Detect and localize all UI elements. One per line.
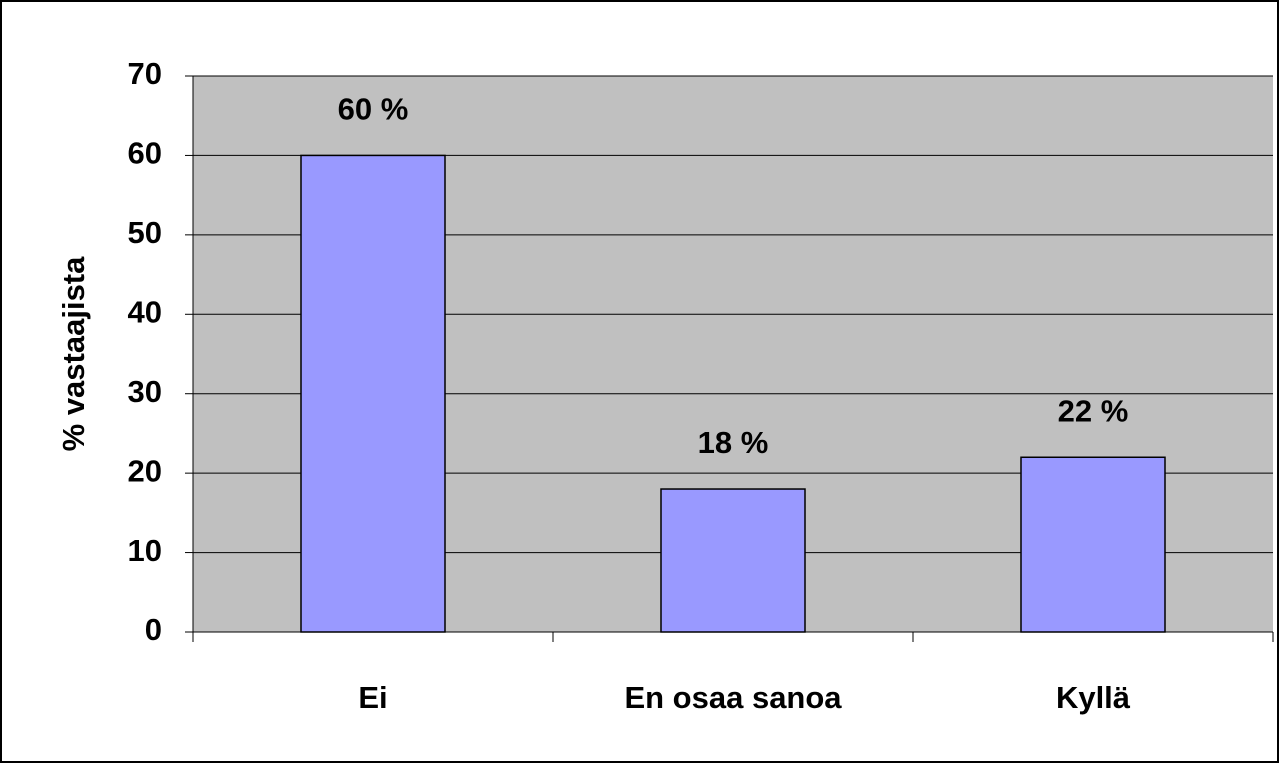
y-tick-label: 60 (128, 136, 162, 171)
value-label: 60 % (338, 92, 409, 127)
x-tick-label: En osaa sanoa (624, 680, 842, 715)
y-tick-label: 10 (128, 533, 162, 568)
y-tick-label: 20 (128, 453, 162, 488)
y-tick-label: 30 (128, 374, 162, 409)
value-label: 22 % (1058, 393, 1129, 428)
bar (300, 154, 446, 633)
y-tick-label: 50 (128, 215, 162, 250)
bar (1020, 456, 1166, 633)
y-tick-label: 70 (128, 56, 162, 91)
bar (660, 488, 806, 633)
y-tick-label: 0 (145, 612, 162, 647)
y-axis-label: % vastaajista (56, 256, 91, 451)
value-label: 18 % (698, 425, 769, 460)
x-tick-label: Ei (358, 680, 387, 715)
y-tick-label: 40 (128, 294, 162, 329)
x-tick-label: Kyllä (1056, 680, 1131, 715)
